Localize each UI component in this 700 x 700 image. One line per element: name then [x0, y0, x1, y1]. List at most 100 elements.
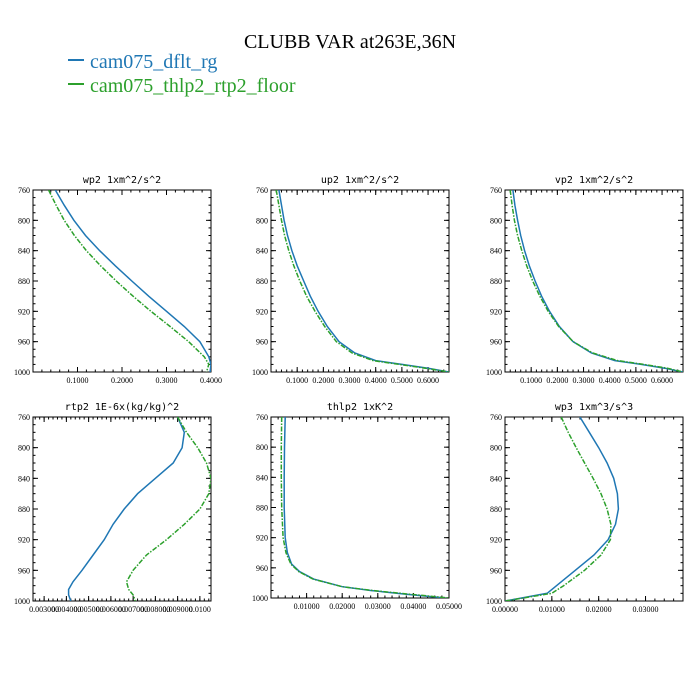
series-line-0 — [278, 190, 449, 372]
y-tick-label: 760 — [490, 413, 502, 422]
y-tick-label: 880 — [490, 505, 502, 514]
series-line-1 — [509, 190, 683, 372]
y-tick-label: 760 — [256, 413, 268, 422]
y-tick-label: 880 — [256, 277, 268, 286]
x-tick-label: 0.004000 — [51, 605, 81, 614]
y-tick-label: 1000 — [486, 368, 502, 377]
x-tick-label: 0.02000 — [329, 602, 355, 611]
chart-panel-2: vp2 1xm^2/s^2 760 800 840 880 920 960 1000 0.100… — [486, 175, 684, 385]
x-tick-label: 0.5000 — [391, 376, 413, 385]
panel-frame — [270, 189, 450, 373]
panel-frame — [504, 416, 684, 602]
x-tick-label: 0.006000 — [96, 605, 126, 614]
legend-label-1: cam075_thlp2_rtp2_floor — [90, 75, 296, 97]
y-tick-label: 920 — [256, 307, 268, 316]
x-tick-label: 0.05000 — [436, 602, 462, 611]
chart-panel-4: thlp2 1xK^2 760 800 840 880 920 960 1000 0.01000… — [252, 402, 462, 611]
x-tick-label: 0.1000 — [520, 376, 542, 385]
x-tick-label: 0.6000 — [651, 376, 673, 385]
series-line-1 — [505, 417, 612, 601]
series-line-0 — [512, 190, 683, 372]
x-tick-label: 0.03000 — [365, 602, 391, 611]
x-tick-label: 0.009000 — [163, 605, 193, 614]
y-tick-label: 920 — [18, 536, 30, 545]
y-tick-label: 840 — [18, 474, 30, 483]
y-tick-label: 1000 — [14, 597, 30, 606]
x-tick-label: 0.2000 — [111, 376, 133, 385]
figure-legend: cam075_dflt_rg cam075_thlp2_rtp2_floor — [68, 51, 296, 97]
y-tick-label: 840 — [256, 473, 268, 482]
y-tick-label: 920 — [490, 307, 502, 316]
y-tick-label: 800 — [18, 216, 30, 225]
y-tick-label: 800 — [490, 444, 502, 453]
y-tick-label: 960 — [490, 566, 502, 575]
x-tick-label: 0.01000 — [539, 605, 565, 614]
series-line-0 — [67, 417, 186, 601]
x-tick-label: 0.007000 — [118, 605, 148, 614]
chart-panel-0: wp2 1xm^2/s^2 760 800 840 880 920 960 1000 0.100… — [14, 175, 222, 385]
x-tick-label: 0.2000 — [546, 376, 568, 385]
series-line-0 — [283, 417, 446, 598]
series-line-0 — [505, 417, 620, 601]
y-tick-label: 880 — [490, 277, 502, 286]
x-tick-label: 0.02000 — [586, 605, 612, 614]
panel-title: vp2 1xm^2/s^2 — [555, 175, 633, 186]
y-tick-label: 920 — [256, 534, 268, 543]
panel-title: thlp2 1xK^2 — [327, 402, 393, 413]
y-tick-label: 760 — [18, 413, 30, 422]
y-tick-label: 880 — [18, 277, 30, 286]
y-tick-label: 1000 — [252, 368, 268, 377]
x-tick-label: 0.1000 — [67, 376, 89, 385]
y-tick-label: 960 — [18, 566, 30, 575]
chart-panel-3: rtp2 1E-6x(kg/kg)^2 760 800 840 880 920 960 100… — [14, 402, 212, 614]
y-tick-label: 840 — [490, 474, 502, 483]
y-tick-label: 760 — [18, 186, 30, 195]
panel-title: wp3 1xm^3/s^3 — [555, 402, 633, 413]
x-tick-label: 0.4000 — [599, 376, 621, 385]
y-tick-label: 880 — [18, 505, 30, 514]
y-tick-label: 960 — [256, 338, 268, 347]
panel-frame — [32, 189, 212, 373]
y-tick-label: 880 — [256, 504, 268, 513]
x-tick-label: 0.003000 — [29, 605, 59, 614]
x-tick-label: 0.005000 — [74, 605, 104, 614]
y-tick-label: 800 — [256, 443, 268, 452]
series-line-1 — [275, 190, 449, 372]
x-tick-label: 0.4000 — [365, 376, 387, 385]
y-tick-label: 800 — [18, 444, 30, 453]
y-tick-label: 760 — [256, 186, 268, 195]
y-tick-label: 1000 — [486, 597, 502, 606]
series-line-0 — [54, 190, 211, 372]
y-tick-label: 920 — [490, 536, 502, 545]
panel-frame — [504, 189, 684, 373]
x-tick-label: 0.3000 — [156, 376, 178, 385]
x-tick-label: 0.008000 — [140, 605, 170, 614]
x-tick-label: 0.4000 — [200, 376, 222, 385]
y-tick-label: 1000 — [14, 368, 30, 377]
series-line-1 — [125, 417, 211, 601]
y-tick-label: 960 — [490, 338, 502, 347]
x-tick-label: 0.6000 — [417, 376, 439, 385]
x-tick-label: 0.0100 — [189, 605, 211, 614]
y-tick-label: 840 — [256, 247, 268, 256]
panel-title: up2 1xm^2/s^2 — [321, 175, 399, 186]
y-tick-label: 1000 — [252, 594, 268, 603]
y-tick-label: 840 — [18, 247, 30, 256]
x-tick-label: 0.2000 — [312, 376, 334, 385]
series-line-1 — [280, 417, 449, 598]
panel-frame — [32, 416, 212, 602]
chart-panel-5: wp3 1xm^3/s^3 760 800 840 880 920 960 10000.000… — [486, 402, 684, 614]
chart-panels: wp2 1xm^2/s^2 760 800 840 880 920 960 1000 0.100… — [14, 175, 684, 614]
chart-panel-1: up2 1xm^2/s^2 760 800 840 880 920 960 1000 0.100… — [252, 175, 450, 385]
x-tick-label: 0.00000 — [492, 605, 518, 614]
panel-title: wp2 1xm^2/s^2 — [83, 175, 161, 186]
x-tick-label: 0.3000 — [573, 376, 595, 385]
y-tick-label: 960 — [18, 338, 30, 347]
x-tick-label: 0.03000 — [633, 605, 659, 614]
y-tick-label: 800 — [490, 216, 502, 225]
figure-title: CLUBB VAR at263E,36N — [244, 31, 456, 53]
panel-title: rtp2 1E-6x(kg/kg)^2 — [65, 402, 179, 413]
legend-label-0: cam075_dflt_rg — [90, 51, 217, 73]
x-tick-label: 0.5000 — [625, 376, 647, 385]
